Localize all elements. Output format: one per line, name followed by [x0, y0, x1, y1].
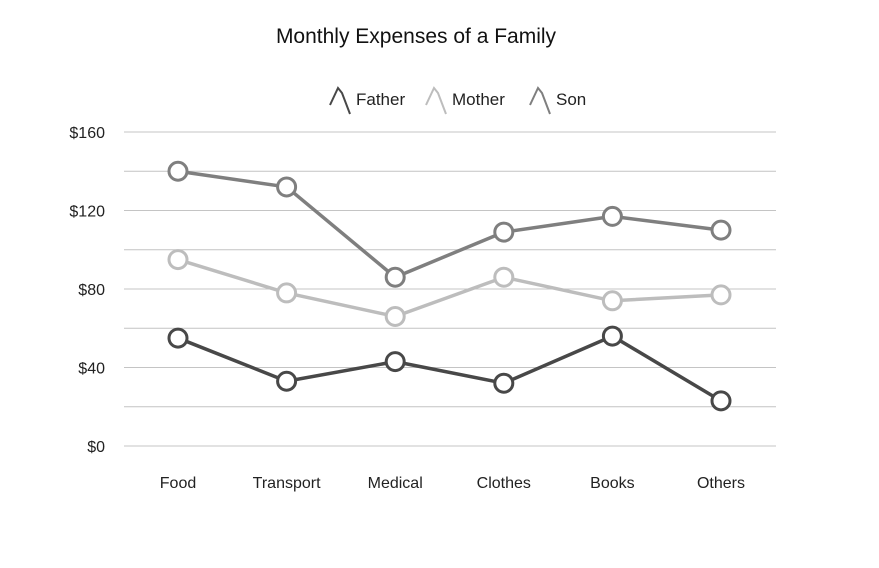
x-axis-ticks: Food Transport Medical Clothes Books Others — [160, 475, 745, 492]
series-line — [176, 334, 723, 403]
data-point — [493, 372, 515, 394]
data-point — [710, 390, 732, 412]
data-point — [601, 325, 623, 347]
series-line — [176, 257, 723, 319]
data-point — [384, 351, 406, 373]
y-tick-label: $80 — [78, 282, 105, 299]
legend-item-son: Son — [529, 86, 586, 115]
legend-line-icon — [425, 86, 447, 115]
data-point — [493, 266, 515, 288]
x-tick-label: Clothes — [477, 475, 531, 492]
legend-label: Mother — [452, 90, 505, 109]
series-group — [167, 160, 732, 412]
data-point — [276, 282, 298, 304]
series-mother — [167, 249, 732, 327]
y-tick-label: $120 — [69, 204, 105, 221]
y-tick-label: $0 — [87, 439, 105, 456]
legend-label: Son — [556, 90, 586, 109]
chart-title: Monthly Expenses of a Family — [276, 25, 557, 48]
series-son — [167, 160, 732, 288]
data-point — [710, 284, 732, 306]
gridlines — [124, 131, 776, 447]
data-point — [276, 370, 298, 392]
data-point — [710, 219, 732, 241]
legend-line-icon — [329, 86, 351, 115]
x-tick-label: Food — [160, 475, 196, 492]
series-father — [167, 325, 732, 412]
legend-line-icon — [529, 86, 551, 115]
x-tick-label: Medical — [368, 475, 423, 492]
data-point — [384, 305, 406, 327]
data-point — [167, 160, 189, 182]
legend-item-father: Father — [329, 86, 405, 115]
data-point — [601, 290, 623, 312]
series-line — [176, 169, 723, 279]
data-point — [493, 221, 515, 243]
legend-label: Father — [356, 90, 405, 109]
data-point — [276, 176, 298, 198]
x-tick-label: Books — [590, 475, 634, 492]
y-tick-label: $160 — [69, 125, 105, 142]
legend-item-mother: Mother — [425, 86, 505, 115]
y-tick-label: $40 — [78, 361, 105, 378]
data-point — [167, 249, 189, 271]
data-point — [384, 266, 406, 288]
legend: Father Mother Son — [329, 86, 586, 115]
x-tick-label: Others — [697, 475, 745, 492]
y-axis-ticks: $0 $40 $80 $120 $160 — [69, 125, 105, 456]
data-point — [167, 327, 189, 349]
data-point — [601, 205, 623, 227]
x-tick-label: Transport — [253, 475, 321, 492]
